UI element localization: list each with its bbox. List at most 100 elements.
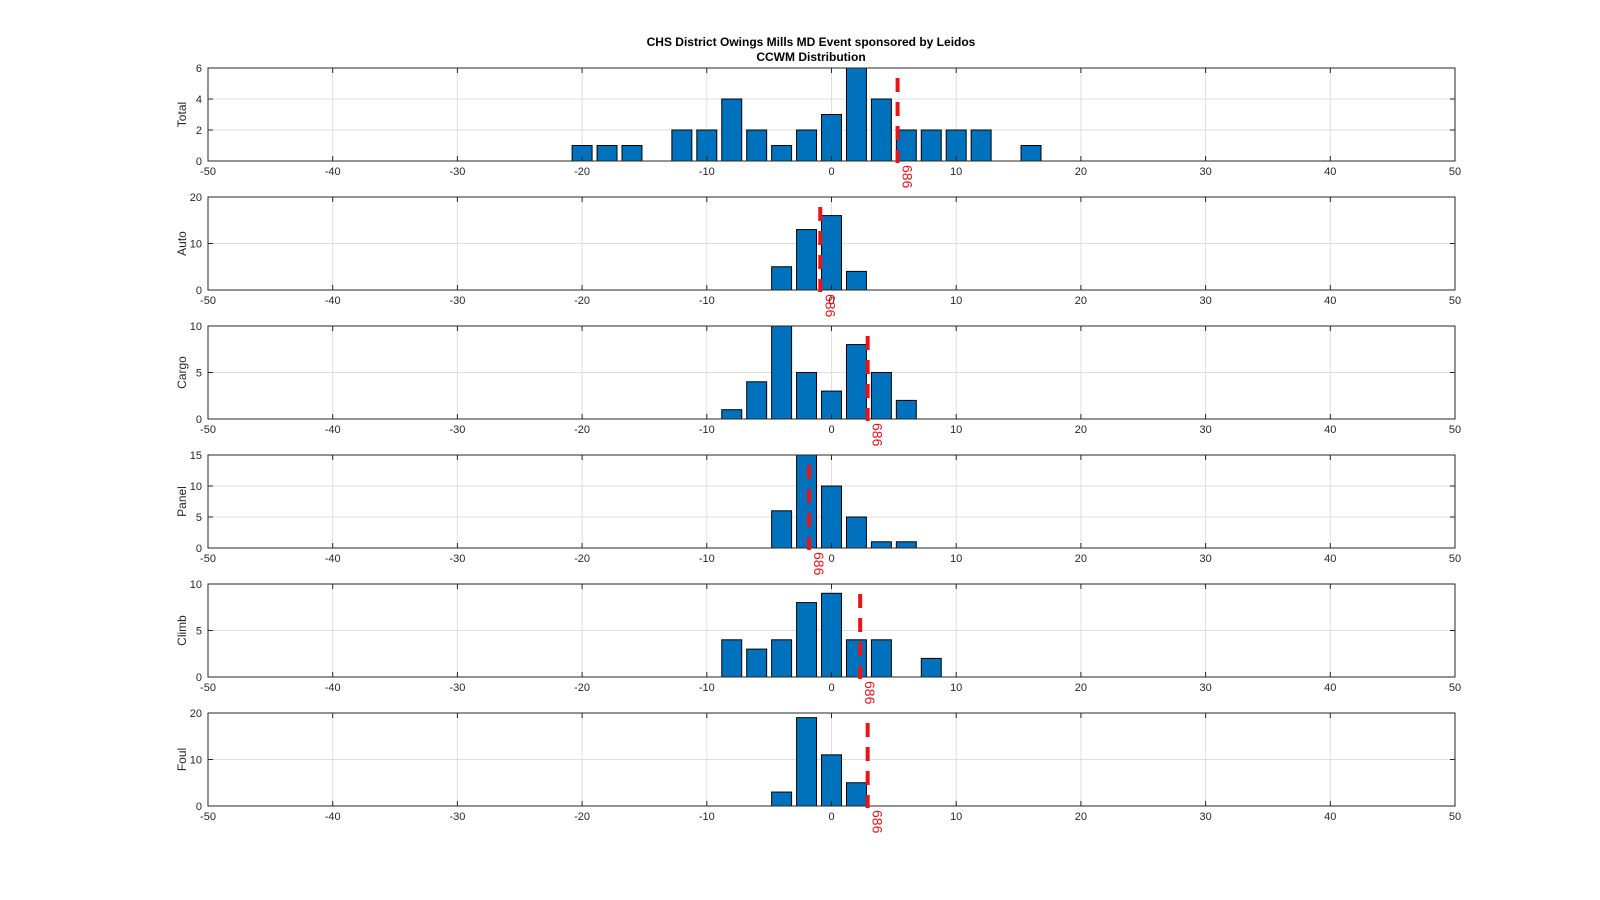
x-tick-label: 30 — [1199, 166, 1211, 178]
y-tick-label: 4 — [196, 94, 202, 106]
x-tick-label: -50 — [200, 424, 216, 436]
x-tick-label: 50 — [1449, 682, 1461, 694]
histogram-bar — [845, 782, 867, 807]
x-tick-label: 30 — [1199, 424, 1211, 436]
histogram-bar — [771, 510, 793, 549]
histogram-bar — [771, 145, 793, 162]
x-tick-label: -10 — [699, 295, 715, 307]
y-tick-label: 0 — [196, 543, 202, 555]
histogram-bar — [870, 541, 892, 549]
y-tick-label: 6 — [196, 63, 202, 75]
histogram-bar — [821, 485, 842, 549]
axes-box — [207, 325, 1456, 420]
histogram-bar — [920, 657, 942, 678]
x-tick-label: 0 — [828, 166, 834, 178]
x-tick-label: 0 — [828, 295, 834, 307]
histogram-bar — [845, 639, 867, 678]
histogram-bar — [596, 145, 618, 162]
team-marker-label: 686 — [822, 294, 838, 318]
x-tick-label: -20 — [574, 811, 590, 823]
x-tick-label: 20 — [1075, 295, 1087, 307]
y-tick-label: 0 — [196, 414, 202, 426]
histogram-bar — [821, 114, 842, 162]
histogram-bar — [1020, 145, 1042, 162]
histogram-bar — [895, 541, 917, 549]
y-tick-label: 0 — [196, 156, 202, 168]
histogram-bar — [771, 325, 793, 420]
subplot-auto: -50 -40 -30 -20 -10 0 10 20 30 40 50 0 10 20 Auto 686 — [175, 192, 1461, 318]
x-tick-label: 50 — [1449, 553, 1461, 565]
x-tick-label: 30 — [1199, 682, 1211, 694]
x-tick-label: 50 — [1449, 424, 1461, 436]
x-tick-label: -40 — [325, 682, 341, 694]
axes-box — [207, 67, 1456, 162]
histogram-bar — [771, 266, 793, 291]
team-marker-label: 686 — [870, 423, 886, 447]
x-tick-label: 20 — [1075, 811, 1087, 823]
x-tick-label: -10 — [699, 811, 715, 823]
histogram-bar — [796, 129, 818, 162]
x-tick-label: -50 — [200, 295, 216, 307]
histogram-bar — [746, 381, 768, 420]
histogram-bar — [721, 409, 743, 420]
x-tick-label: 0 — [828, 811, 834, 823]
x-tick-label: 10 — [950, 424, 962, 436]
figure-title-line2: CCWM Distribution — [756, 50, 865, 64]
y-tick-label: 20 — [190, 708, 202, 720]
y-tick-label: 5 — [196, 512, 202, 524]
histogram-bar — [796, 454, 818, 549]
x-tick-label: -40 — [325, 295, 341, 307]
x-tick-label: -40 — [325, 811, 341, 823]
histogram-bar — [746, 648, 768, 678]
histogram-bar — [920, 129, 942, 162]
x-tick-label: 40 — [1324, 553, 1336, 565]
histogram-bar — [621, 145, 643, 162]
x-tick-label: 10 — [950, 682, 962, 694]
histogram-bar — [970, 129, 992, 162]
subplot-foul: -50 -40 -30 -20 -10 0 10 20 30 40 50 0 10 20 Foul 686 — [175, 708, 1461, 834]
histogram-bar — [870, 639, 892, 678]
x-tick-label: -50 — [200, 682, 216, 694]
x-tick-label: 30 — [1199, 811, 1211, 823]
histogram-bar — [796, 372, 818, 420]
x-tick-label: -40 — [325, 166, 341, 178]
x-tick-label: -50 — [200, 811, 216, 823]
x-tick-label: 30 — [1199, 295, 1211, 307]
y-tick-label: 10 — [190, 755, 202, 767]
y-axis-label: Climb — [175, 615, 189, 646]
x-tick-label: 10 — [950, 166, 962, 178]
axes-box — [207, 583, 1456, 678]
x-tick-label: 20 — [1075, 553, 1087, 565]
x-tick-label: -10 — [699, 682, 715, 694]
y-axis-label: Foul — [175, 748, 189, 771]
axes-box — [207, 454, 1456, 549]
histogram-bar — [895, 399, 917, 420]
subplot-total: -50 -40 -30 -20 -10 0 10 20 30 40 50 0 2 4 6 Total 686 — [175, 63, 1461, 189]
histogram-bar — [796, 602, 818, 678]
figure-title-line1: CHS District Owings Mills MD Event spons… — [647, 35, 976, 49]
y-axis-label: Total — [175, 102, 189, 127]
x-tick-label: -30 — [449, 811, 465, 823]
x-tick-label: -30 — [449, 682, 465, 694]
axes-box — [207, 196, 1456, 291]
subplot-cargo: -50 -40 -30 -20 -10 0 10 20 30 40 50 0 5 10 Cargo 686 — [175, 321, 1461, 447]
histogram-bar — [870, 372, 892, 420]
histogram-bar — [771, 639, 793, 678]
histogram-bar — [845, 344, 867, 420]
x-tick-label: 30 — [1199, 553, 1211, 565]
x-tick-label: 0 — [828, 682, 834, 694]
histogram-bar — [821, 215, 842, 291]
histogram-bar — [771, 791, 793, 807]
x-tick-label: 40 — [1324, 166, 1336, 178]
y-tick-label: 0 — [196, 672, 202, 684]
x-tick-label: -50 — [200, 166, 216, 178]
x-tick-label: -10 — [699, 553, 715, 565]
y-tick-label: 0 — [196, 801, 202, 813]
y-axis-label: Cargo — [175, 356, 189, 389]
x-tick-label: 20 — [1075, 166, 1087, 178]
x-tick-label: -10 — [699, 166, 715, 178]
x-tick-label: 10 — [950, 811, 962, 823]
x-tick-label: 50 — [1449, 295, 1461, 307]
histogram-bar — [671, 129, 693, 162]
